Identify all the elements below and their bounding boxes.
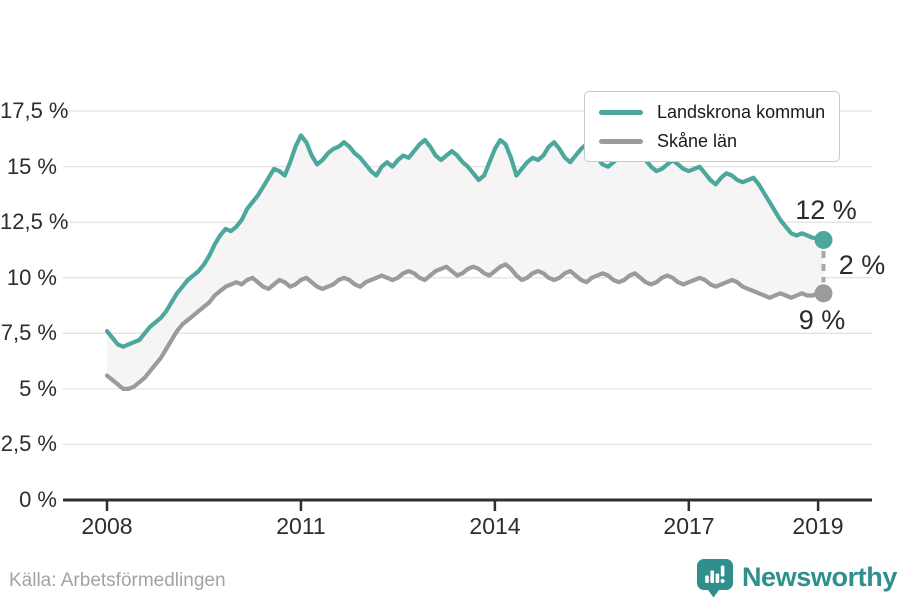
end-value-label-skane: 9 % xyxy=(798,305,846,335)
y-tick-label: 2,5 % xyxy=(0,431,57,456)
series-line-0 xyxy=(104,133,826,349)
gap-value-label: 2 % xyxy=(838,250,886,280)
end-value-label-landskrona: 12 % xyxy=(795,195,857,225)
legend-item-landskrona: Landskrona kommun xyxy=(599,102,825,122)
x-tick-label: 2017 xyxy=(663,513,715,539)
y-tick-label: 12,5 % xyxy=(0,209,69,234)
legend-label: Landskrona kommun xyxy=(657,102,826,122)
newsworthy-bubble-icon xyxy=(696,559,733,598)
series-line-1 xyxy=(104,262,826,391)
y-tick-label: 0 % xyxy=(19,487,57,512)
y-tick-label: 15 % xyxy=(6,154,57,179)
band-between-series xyxy=(107,135,824,389)
end-dot-landskrona xyxy=(814,230,833,249)
end-dot-skane xyxy=(814,284,833,303)
y-tick-label: 17,5 % xyxy=(0,98,69,123)
legend-label: Skåne län xyxy=(657,131,738,151)
y-tick-label: 5 % xyxy=(19,376,57,401)
x-tick-label: 2011 xyxy=(276,513,326,539)
x-tick-label: 2019 xyxy=(792,513,844,539)
line-chart xyxy=(63,110,872,511)
y-tick-label: 10 % xyxy=(6,265,57,290)
x-tick-label: 2008 xyxy=(81,513,133,539)
x-tick-label: 2014 xyxy=(469,513,521,539)
y-tick-label: 7,5 % xyxy=(0,320,57,345)
source-attribution: Källa: Arbetsförmedlingen xyxy=(9,570,226,591)
newsworthy-logo: Newsworthy xyxy=(695,557,897,598)
brand-name: Newsworthy xyxy=(741,562,897,592)
legend-item-skane: Skåne län xyxy=(599,131,825,151)
legend-swatch-landskrona xyxy=(599,109,643,115)
legend-swatch-skane xyxy=(599,138,643,144)
legend: Landskrona kommun Skåne län xyxy=(584,91,841,162)
